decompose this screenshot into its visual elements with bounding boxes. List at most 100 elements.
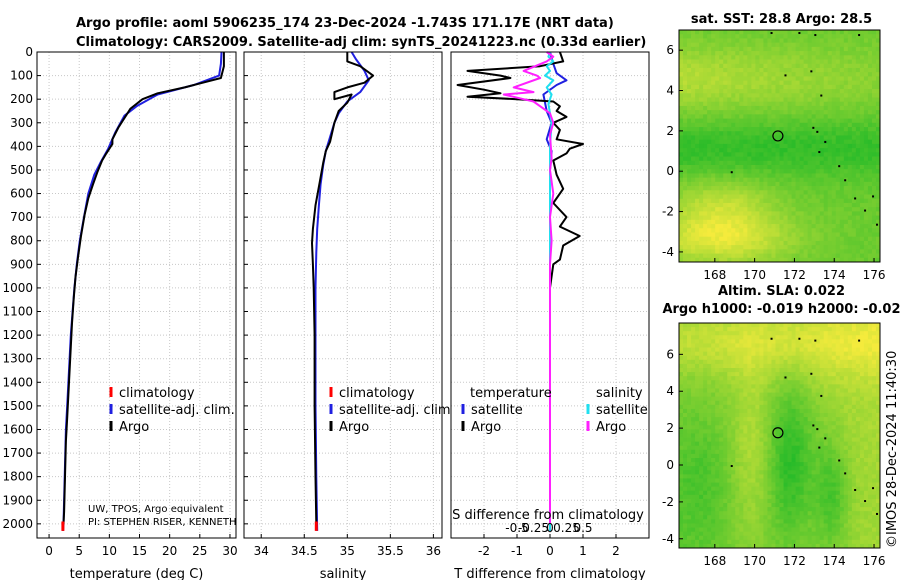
- heatmap-cell: [711, 80, 716, 86]
- heatmap-cell: [875, 462, 881, 467]
- heatmap-cell: [843, 148, 849, 153]
- heatmap-cell: [691, 240, 696, 246]
- heatmap-cell: [819, 458, 825, 463]
- heatmap-cell: [707, 211, 712, 216]
- heatmap-cell: [695, 253, 700, 259]
- heatmap-cell: [795, 198, 800, 204]
- heatmap-cell: [835, 228, 841, 233]
- heatmap-cell: [695, 343, 700, 348]
- heatmap-cell: [783, 177, 788, 183]
- heatmap-cell: [707, 84, 712, 90]
- heatmap-cell: [791, 152, 796, 157]
- heatmap-cell: [835, 97, 841, 103]
- heatmap-cell: [775, 437, 780, 443]
- heatmap-cell: [783, 421, 788, 426]
- heatmap-cell: [771, 190, 776, 195]
- heatmap-cell: [755, 413, 760, 418]
- heatmap-cell: [715, 372, 720, 377]
- heatmap-cell: [867, 388, 873, 393]
- heatmap-cell: [751, 101, 756, 107]
- heatmap-cell: [863, 376, 869, 381]
- x-tick-label: 30: [222, 544, 237, 558]
- heatmap-cell: [691, 89, 696, 94]
- heatmap-cell: [799, 335, 805, 340]
- heatmap-cell: [843, 181, 849, 187]
- heatmap-cell: [771, 127, 776, 132]
- heatmap-cell: [831, 143, 837, 149]
- heatmap-cell: [747, 347, 752, 353]
- heatmap-cell: [771, 67, 776, 73]
- heatmap-cell: [751, 46, 756, 52]
- heatmap-cell: [771, 30, 776, 35]
- heatmap-cell: [835, 249, 841, 254]
- heatmap-cell: [679, 114, 684, 119]
- heatmap-cell: [819, 190, 825, 195]
- heatmap-cell: [723, 236, 728, 242]
- heatmap-cell: [707, 80, 712, 86]
- heatmap-cell: [727, 425, 732, 430]
- heatmap-cell: [747, 425, 752, 430]
- x-axis-label: T difference from climatology: [453, 567, 646, 580]
- heatmap-cell: [707, 478, 712, 483]
- heatmap-cell: [827, 46, 833, 52]
- heatmap-cell: [791, 67, 796, 73]
- heatmap-cell: [799, 169, 805, 174]
- heatmap-cell: [743, 323, 748, 328]
- heatmap-cell: [791, 417, 796, 422]
- heatmap-cell: [719, 89, 724, 94]
- heatmap-cell: [767, 105, 772, 111]
- heatmap-cell: [803, 421, 809, 426]
- heatmap-cell: [779, 441, 784, 447]
- heatmap-cell: [871, 425, 877, 430]
- heatmap-cell: [807, 194, 813, 200]
- heatmap-cell: [691, 421, 696, 426]
- heatmap-cell: [843, 173, 849, 179]
- heatmap-cell: [743, 372, 748, 377]
- heatmap-cell: [679, 224, 684, 229]
- heatmap-cell: [835, 343, 841, 348]
- heatmap-cell: [795, 156, 800, 162]
- heatmap-cell: [735, 478, 740, 483]
- heatmap-cell: [687, 139, 692, 145]
- heatmap-cell: [731, 93, 736, 98]
- heatmap-cell: [851, 380, 857, 385]
- heatmap-cell: [779, 38, 784, 44]
- heatmap-cell: [799, 257, 805, 263]
- heatmap-cell: [727, 228, 732, 233]
- heatmap-cell: [683, 148, 688, 153]
- heatmap-cell: [783, 59, 788, 65]
- heatmap-cell: [763, 441, 768, 447]
- heatmap-cell: [855, 38, 861, 44]
- heatmap-cell: [831, 127, 837, 132]
- heatmap-cell: [747, 376, 752, 381]
- heatmap-cell: [719, 425, 724, 430]
- heatmap-cell: [791, 421, 796, 426]
- heatmap-cell: [679, 445, 684, 451]
- heatmap-cell: [743, 400, 748, 406]
- heatmap-cell: [803, 207, 809, 212]
- heatmap-cell: [855, 331, 861, 336]
- heatmap-cell: [763, 177, 768, 183]
- heatmap-cell: [759, 331, 764, 336]
- heatmap-cell: [859, 190, 865, 195]
- heatmap-cell: [851, 152, 857, 157]
- heatmap-cell: [779, 118, 784, 124]
- heatmap-cell: [867, 339, 873, 344]
- heatmap-cell: [807, 327, 813, 332]
- heatmap-cell: [871, 384, 877, 389]
- heatmap-cell: [731, 202, 736, 208]
- heatmap-cell: [695, 327, 700, 332]
- heatmap-cell: [875, 441, 881, 447]
- heatmap-cell: [819, 421, 825, 426]
- heatmap-cell: [799, 101, 805, 107]
- heatmap-cell: [723, 429, 728, 434]
- heatmap-cell: [787, 245, 792, 250]
- heatmap-cell: [703, 400, 708, 406]
- heatmap-cell: [715, 135, 720, 141]
- heatmap-cell: [743, 437, 748, 443]
- heatmap-cell: [859, 177, 865, 183]
- heatmap-cell: [751, 127, 756, 132]
- heatmap-cell: [751, 76, 756, 82]
- heatmap-cell: [771, 372, 776, 377]
